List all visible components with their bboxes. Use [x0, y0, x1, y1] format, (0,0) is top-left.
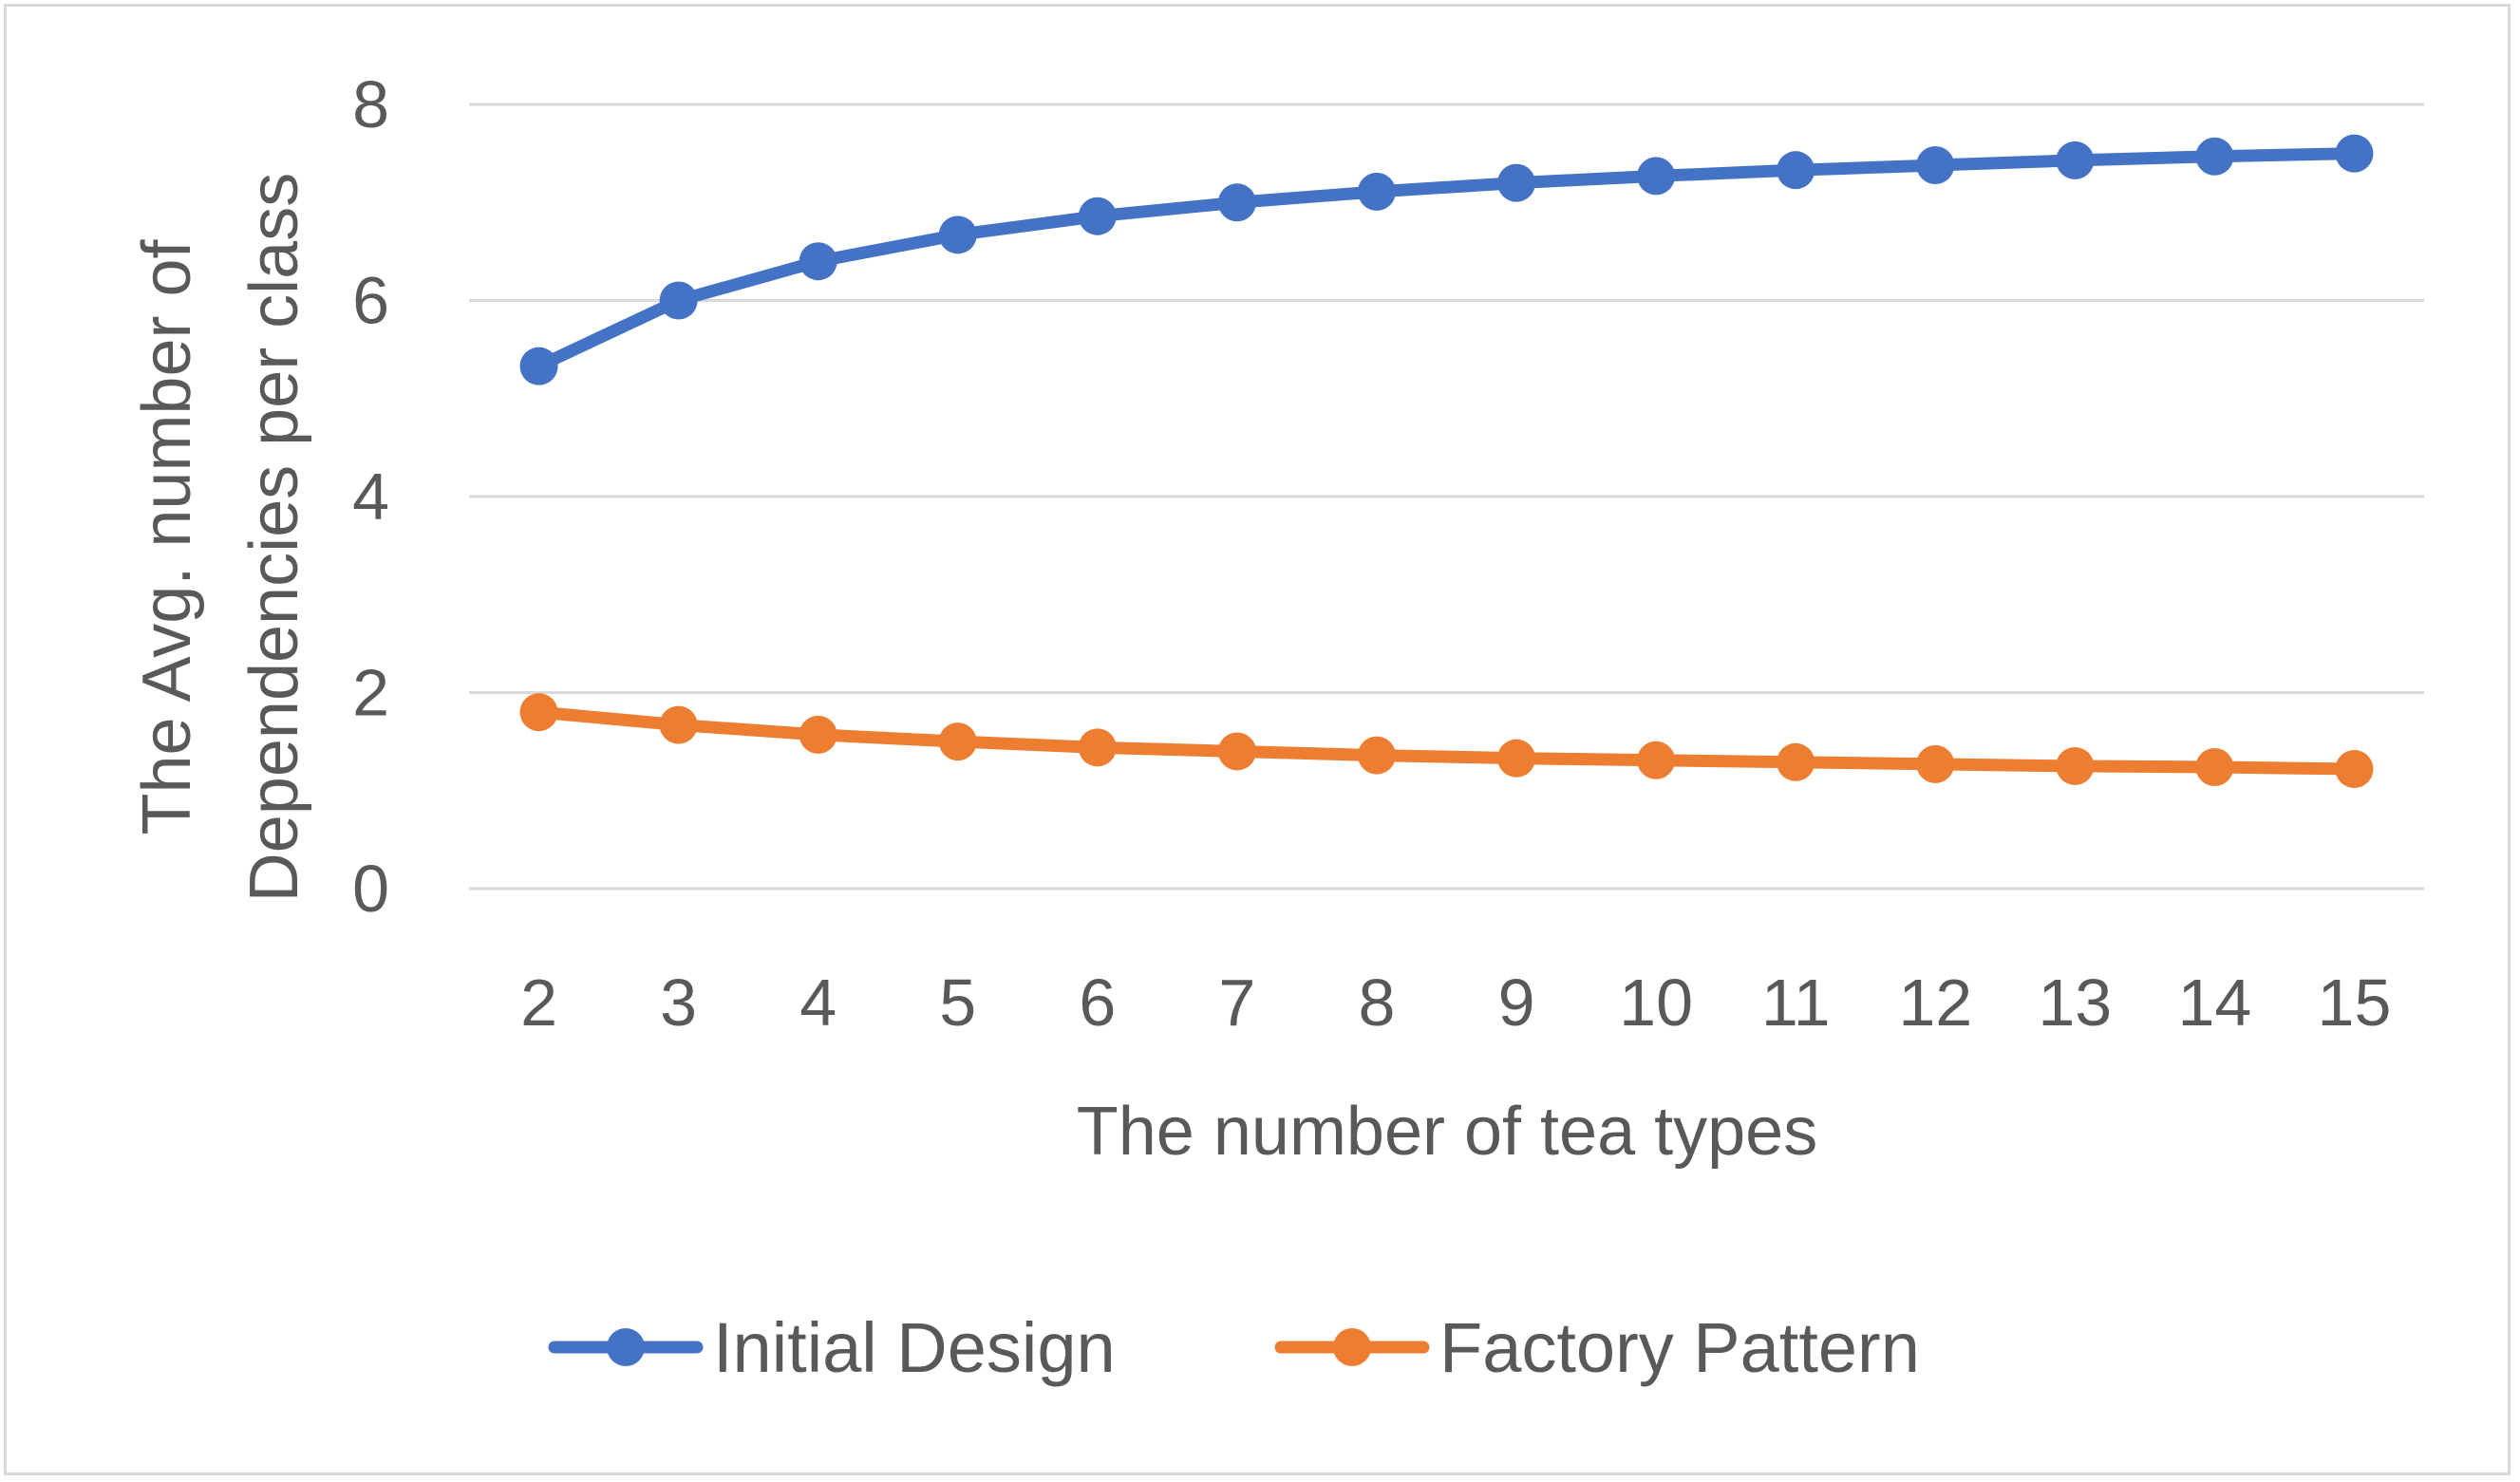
x-tick-label: 5 [939, 966, 976, 1040]
series-line [533, 705, 2360, 776]
x-tick-label: 7 [1218, 966, 1255, 1040]
x-tick-label: 10 [1619, 966, 1693, 1040]
data-point [799, 715, 837, 754]
data-point [659, 705, 698, 744]
x-axis-title: The number of tea types [1077, 1094, 1817, 1170]
data-point [1916, 146, 1955, 185]
data-point [1916, 744, 1955, 783]
y-axis-title-line-1: The Avg. number of [129, 238, 205, 835]
data-point [1777, 742, 1815, 781]
data-point [2056, 746, 2095, 785]
x-tick-label: 8 [1358, 966, 1395, 1040]
data-point [1637, 157, 1676, 196]
series-lines [519, 134, 2374, 789]
x-tick-label: 14 [2177, 966, 2251, 1040]
legend-item: Factory Pattern [1274, 1308, 1920, 1387]
x-tick-label: 13 [2038, 966, 2112, 1040]
data-point [2195, 747, 2234, 786]
y-tick-label: 0 [352, 852, 389, 926]
series-0 [519, 134, 2374, 385]
legend-label: Factory Pattern [1439, 1308, 1920, 1387]
data-point [1078, 728, 1117, 767]
data-point [519, 693, 558, 732]
x-axis-ticks: 2 3 4 5 6 7 8 9 10 11 12 13 14 15 [520, 966, 2391, 1040]
data-point [519, 347, 558, 385]
x-tick-label: 9 [1498, 966, 1535, 1040]
data-point [2335, 134, 2374, 173]
series-1 [519, 693, 2374, 789]
data-point [1497, 163, 1536, 202]
legend-swatch-marker [607, 1328, 645, 1366]
data-point [2335, 750, 2374, 789]
data-point [659, 281, 698, 320]
legend: Initial Design Factory Pattern [548, 1308, 1920, 1387]
data-point [2195, 137, 2234, 176]
chart-frame [4, 4, 2511, 1475]
data-point [1777, 151, 1815, 190]
y-axis-title: The Avg. number of Dependencies per clas… [129, 173, 312, 902]
y-tick-label: 2 [352, 656, 389, 730]
data-point [938, 216, 977, 254]
legend-item: Initial Design [548, 1308, 1116, 1387]
series-line [533, 147, 2360, 373]
data-point [799, 242, 837, 281]
data-point [1217, 732, 1256, 771]
x-tick-label: 6 [1079, 966, 1116, 1040]
x-tick-label: 11 [1761, 966, 1831, 1040]
x-tick-label: 4 [799, 966, 837, 1040]
legend-swatch-marker [1333, 1328, 1371, 1366]
data-point [1078, 197, 1117, 235]
data-point [1357, 736, 1396, 775]
data-point [938, 722, 977, 761]
x-tick-label: 12 [1898, 966, 1972, 1040]
x-tick-label: 3 [660, 966, 697, 1040]
data-point [1497, 739, 1536, 778]
data-point [2056, 141, 2095, 179]
y-axis-ticks: 0 2 4 6 8 [352, 67, 389, 926]
x-tick-label: 15 [2318, 966, 2392, 1040]
data-point [1637, 741, 1676, 779]
legend-label: Initial Design [713, 1308, 1116, 1387]
x-tick-label: 2 [520, 966, 557, 1040]
y-tick-label: 4 [352, 460, 389, 534]
y-tick-label: 6 [352, 264, 389, 338]
data-point [1357, 172, 1396, 211]
data-point [1217, 183, 1256, 222]
y-tick-label: 8 [352, 67, 389, 141]
gridlines [469, 103, 2424, 891]
y-axis-title-line-2: Dependencies per class [236, 173, 312, 902]
